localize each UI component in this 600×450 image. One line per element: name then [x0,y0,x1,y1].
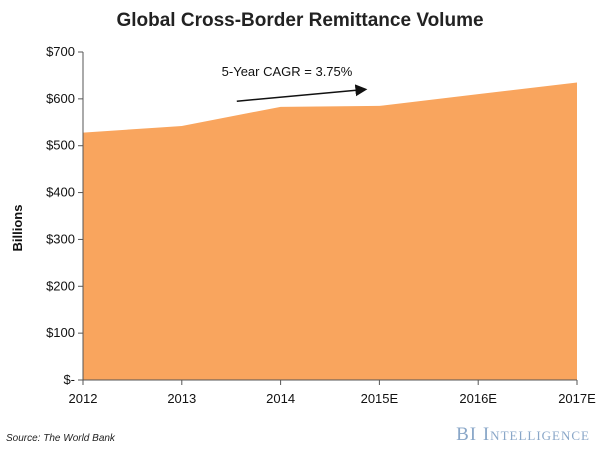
y-tick-label: $400 [46,185,75,200]
y-tick-label: $600 [46,91,75,106]
y-tick-label: $- [63,372,75,387]
cagr-arrow [236,84,368,102]
y-tick-label: $700 [46,44,75,59]
x-tick-label: 2017E [558,391,596,406]
y-axis-label: Billions [10,205,25,252]
y-tick-label: $100 [46,325,75,340]
chart-title: Global Cross-Border Remittance Volume [116,10,484,31]
x-tick-label: 2012 [69,391,98,406]
brand-logo: BI Intelligence [456,424,590,445]
source-note: Source: The World Bank [6,433,115,444]
y-tick-label: $500 [46,138,75,153]
x-tick-label: 2016E [459,391,497,406]
y-tick-label: $200 [46,278,75,293]
x-tick-label: 2013 [167,391,196,406]
area-series-0 [83,82,577,380]
x-tick-label: 2015E [361,391,399,406]
cagr-annotation: 5-Year CAGR = 3.75% [222,64,353,79]
x-tick-label: 2014 [266,391,295,406]
y-tick-label: $300 [46,231,75,246]
